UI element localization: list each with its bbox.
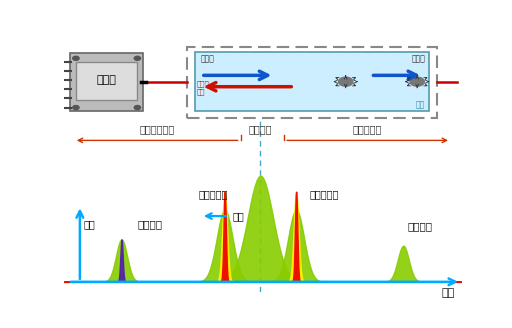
Circle shape	[73, 106, 79, 110]
Text: 温度: 温度	[84, 219, 96, 229]
Text: 背向散
射光: 背向散 射光	[197, 80, 210, 94]
Circle shape	[73, 56, 79, 60]
Text: 布里渊散射: 布里渊散射	[198, 189, 227, 199]
Text: 拉曼散射: 拉曼散射	[407, 221, 432, 231]
Text: 温度: 温度	[232, 211, 244, 221]
Text: 斯托克斯光: 斯托克斯光	[353, 124, 382, 134]
Text: 拉曼散射: 拉曼散射	[137, 219, 162, 229]
Circle shape	[338, 77, 353, 86]
Text: 传输光: 传输光	[411, 54, 425, 64]
Text: 布里渊散射: 布里渊散射	[309, 189, 338, 199]
Text: 波长: 波长	[441, 288, 455, 298]
Circle shape	[410, 77, 424, 86]
Text: 入射光: 入射光	[201, 54, 215, 64]
Circle shape	[134, 56, 141, 60]
FancyBboxPatch shape	[187, 47, 437, 118]
FancyBboxPatch shape	[195, 52, 429, 111]
FancyBboxPatch shape	[70, 53, 143, 111]
Circle shape	[134, 106, 141, 110]
Text: 激光器: 激光器	[97, 75, 117, 85]
Text: 瑞利散射: 瑞利散射	[249, 124, 272, 134]
Text: 纤芯: 纤芯	[416, 100, 425, 109]
FancyBboxPatch shape	[76, 62, 137, 100]
Text: 反斯托克斯光: 反斯托克斯光	[140, 124, 175, 134]
